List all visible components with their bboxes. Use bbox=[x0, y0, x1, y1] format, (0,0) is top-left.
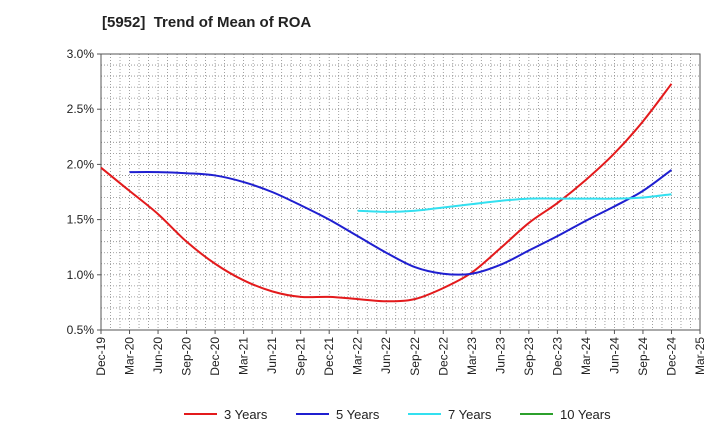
x-tick-label: Mar-23 bbox=[465, 337, 479, 375]
x-tick-label: Jun-24 bbox=[607, 337, 621, 374]
series-line-3-years bbox=[100, 83, 673, 303]
legend: 3 Years 5 Years 7 Years 10 Years bbox=[184, 407, 611, 422]
y-tick-label: 0.5% bbox=[67, 323, 95, 337]
x-tick-label: Sep-22 bbox=[408, 337, 422, 376]
legend-label: 3 Years bbox=[224, 407, 268, 422]
y-tick-label: 2.5% bbox=[67, 102, 95, 116]
x-tick-label: Mar-25 bbox=[693, 337, 707, 375]
x-tick-label: Dec-20 bbox=[208, 337, 222, 376]
y-tick-label: 2.0% bbox=[67, 157, 95, 171]
x-tick-label: Sep-21 bbox=[294, 337, 308, 376]
legend-label: 5 Years bbox=[336, 407, 380, 422]
x-tick-label: Mar-20 bbox=[123, 337, 137, 375]
x-tick-label: Dec-21 bbox=[322, 337, 336, 376]
y-tick-label: 1.5% bbox=[67, 213, 95, 227]
series-layer bbox=[100, 83, 673, 303]
x-tick-label: Jun-21 bbox=[265, 337, 279, 374]
legend-label: 7 Years bbox=[448, 407, 492, 422]
x-tick-label: Sep-24 bbox=[636, 337, 650, 376]
x-tick-label: Dec-23 bbox=[550, 337, 564, 376]
series-line-5-years bbox=[129, 169, 673, 276]
y-tick-label: 1.0% bbox=[67, 268, 95, 282]
chart-title: [5952] Trend of Mean of ROA bbox=[102, 14, 312, 31]
x-tick-label: Mar-21 bbox=[237, 337, 251, 375]
y-tick-label: 3.0% bbox=[67, 47, 95, 61]
x-tick-label: Sep-23 bbox=[522, 337, 536, 376]
x-tick-label: Jun-22 bbox=[379, 337, 393, 374]
x-tick-label: Dec-19 bbox=[94, 337, 108, 376]
x-tick-label: Sep-20 bbox=[180, 337, 194, 376]
series-line-7-years bbox=[357, 193, 672, 213]
plot-frame bbox=[100, 53, 701, 331]
x-tick-label: Jun-23 bbox=[493, 337, 507, 374]
axis-layer: 0.5% 1.0% 1.5% 2.0% 2.5% 3.0% Dec-19 Mar-20 Jun-… bbox=[67, 47, 707, 376]
x-tick-label: Dec-24 bbox=[664, 337, 678, 376]
x-tick-label: Dec-22 bbox=[436, 337, 450, 376]
legend-label: 10 Years bbox=[560, 407, 611, 422]
x-tick-label: Mar-24 bbox=[579, 337, 593, 375]
x-tick-label: Mar-22 bbox=[351, 337, 365, 375]
grid-layer bbox=[101, 54, 700, 330]
x-tick-label: Jun-20 bbox=[151, 337, 165, 374]
